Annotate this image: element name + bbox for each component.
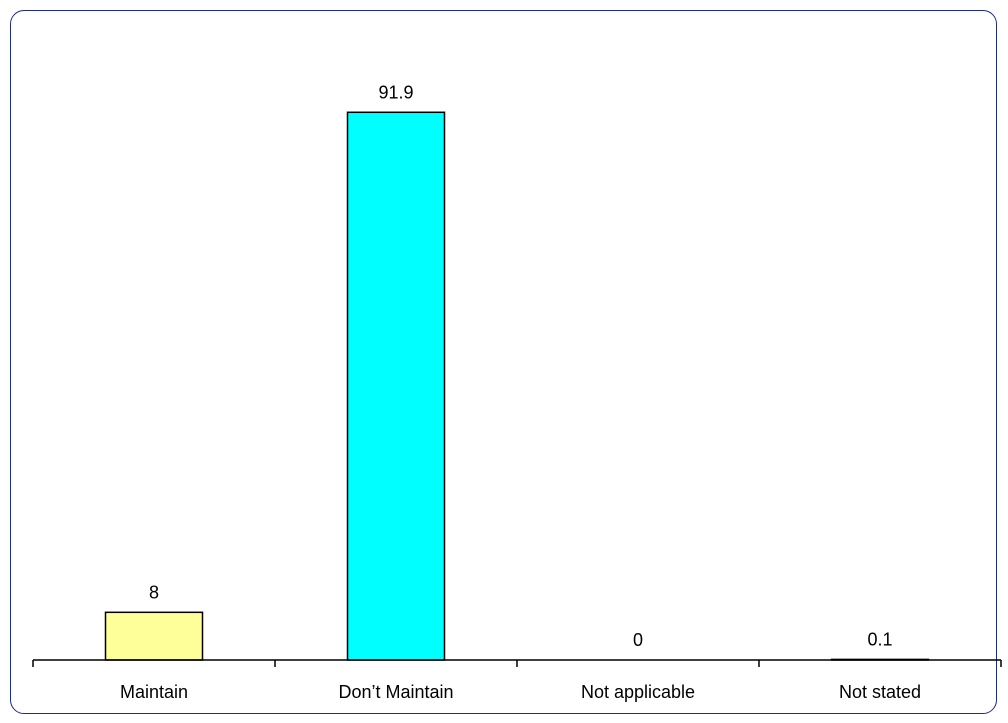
x-axis-tick-labels: Maintain Don’t Maintain Not applicable Not … xyxy=(120,682,921,702)
bar-value-label: 0 xyxy=(633,630,643,650)
bar-value-label: 0.1 xyxy=(867,629,892,649)
bar-1 xyxy=(346,111,446,661)
bar-value-label: 8 xyxy=(149,582,159,602)
bar-0 xyxy=(104,611,204,661)
category-label: Not stated xyxy=(839,682,921,702)
category-label: Maintain xyxy=(120,682,188,702)
bars-group xyxy=(104,111,930,661)
x-axis-ticks xyxy=(32,660,1002,667)
category-label: Don’t Maintain xyxy=(338,682,453,702)
bar-value-label: 91.9 xyxy=(378,82,413,102)
value-labels-group: 8 91.9 0 0.1 xyxy=(149,82,893,650)
chart-frame xyxy=(10,10,997,714)
category-label: Not applicable xyxy=(581,682,695,702)
